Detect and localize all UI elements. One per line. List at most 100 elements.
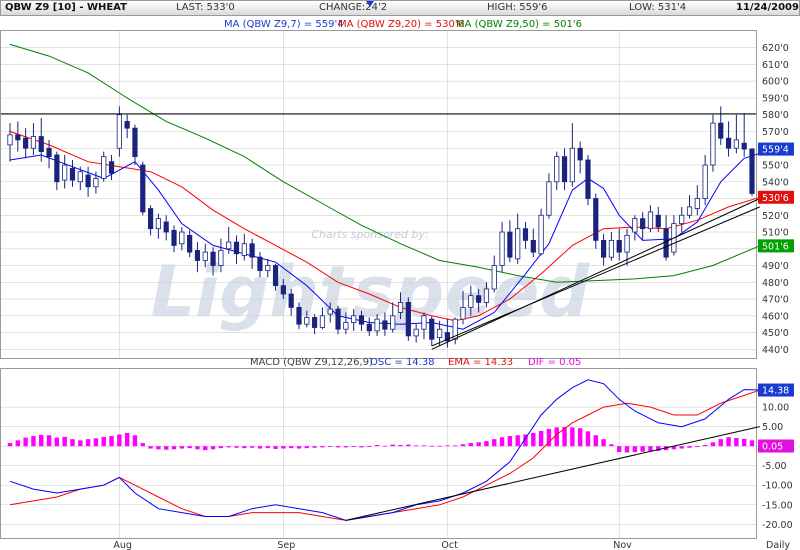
candle-up — [327, 308, 333, 315]
macd-axis: 10.005.000.00-5.00-10.00-15.00-20.0014.3… — [758, 383, 794, 531]
macd-histogram — [7, 427, 763, 453]
last-price: LAST: 533'0 — [176, 2, 235, 13]
macd-ema-legend: EMA = 14.33 — [448, 357, 513, 368]
price-grid — [1, 31, 756, 358]
histogram-bar — [367, 446, 372, 447]
histogram-bar — [257, 446, 263, 449]
histogram-bar — [531, 432, 536, 447]
candle-up — [413, 328, 419, 337]
macd-value-label: 14.38 — [762, 386, 789, 397]
candle-up — [460, 307, 466, 320]
histogram-bar — [54, 437, 60, 447]
candle-down — [601, 239, 607, 258]
price-value-label: 559'4 — [762, 145, 789, 156]
macd-tick-label: 5.00 — [762, 422, 783, 433]
candle-down — [249, 243, 255, 258]
price-tick-label: 450'0 — [762, 328, 789, 339]
candle-down — [593, 198, 599, 241]
macd-legend: MACD (QBW Z9,12,26,9) OSC = 14.38 EMA = … — [250, 357, 581, 368]
candle-up — [710, 122, 716, 166]
histogram-bar — [429, 445, 434, 447]
candle-down — [616, 239, 622, 253]
candle-down — [257, 256, 263, 271]
histogram-bar — [445, 445, 450, 447]
price-tick-label: 600'0 — [762, 77, 789, 88]
candle-down — [522, 228, 529, 241]
month-label: Sep — [277, 540, 295, 550]
histogram-bar — [476, 442, 481, 447]
histogram-bar — [203, 446, 208, 451]
candle-up — [390, 315, 396, 330]
candle-down — [335, 308, 341, 330]
candle-down — [358, 315, 365, 325]
histogram-bar — [632, 446, 638, 453]
histogram-bar — [656, 446, 661, 451]
candle-down — [171, 229, 177, 246]
candle-up — [608, 239, 615, 258]
candle-up — [554, 156, 560, 183]
candle-down — [163, 221, 169, 233]
candle-up — [241, 243, 247, 256]
candle-down — [147, 208, 154, 230]
candle-up — [491, 265, 497, 290]
candle-down — [725, 137, 732, 149]
month-label: Daily — [766, 540, 790, 550]
candle-up — [546, 181, 552, 216]
candle-up — [702, 164, 708, 199]
histogram-bar — [156, 446, 161, 450]
quote-header: QBW Z9 [10] - WHEAT LAST: 533'0 CHANGE: 2… — [0, 0, 800, 16]
candle-down — [288, 293, 294, 308]
candle-up — [624, 234, 630, 253]
histogram-bar — [15, 440, 21, 447]
candle-up — [304, 317, 310, 325]
histogram-bar — [328, 446, 333, 447]
candle-up — [179, 231, 185, 245]
candle-down — [507, 231, 513, 258]
histogram-bar — [335, 446, 341, 448]
price-value-label: 501'6 — [762, 241, 789, 252]
candle-down — [655, 214, 661, 228]
histogram-bar — [374, 445, 380, 447]
candle-down — [429, 318, 435, 340]
histogram-bar — [515, 435, 520, 447]
histogram-bar — [140, 443, 145, 447]
histogram-bar — [78, 440, 83, 447]
histogram-bar — [39, 434, 44, 447]
month-label: Nov — [613, 540, 632, 550]
histogram-bar — [562, 427, 567, 447]
ma7-legend: MA (QBW Z9,7) = 559'4 — [224, 19, 344, 30]
candle-down — [741, 142, 747, 150]
ma20-legend: MA (QBW Z9,20) = 530'6 — [338, 19, 464, 30]
candle-down — [187, 234, 193, 253]
candle-up — [686, 206, 693, 216]
price-chart: Charts sponsored by: Lightspeed MA (QBW … — [0, 19, 794, 550]
macd-tick-label: -10.00 — [762, 481, 793, 492]
candle-up — [374, 318, 380, 332]
histogram-bar — [218, 446, 224, 449]
candle-down — [476, 295, 482, 303]
histogram-bar — [249, 446, 255, 448]
candle-up — [351, 315, 357, 323]
price-tick-label: 520'0 — [762, 211, 789, 222]
candle-up — [515, 228, 521, 260]
histogram-bar — [351, 446, 356, 447]
histogram-bar — [687, 446, 692, 448]
histogram-bar — [179, 446, 185, 449]
price-tick-label: 590'0 — [762, 93, 789, 104]
macd-panel — [0, 368, 757, 539]
candle-down — [140, 164, 146, 213]
candle-up — [7, 134, 13, 146]
change-value: 24'2 — [365, 2, 388, 13]
candle-down — [46, 147, 52, 158]
candle-down — [15, 134, 21, 141]
histogram-bar — [195, 446, 200, 450]
histogram-bar — [210, 446, 216, 450]
candle-down — [233, 241, 240, 255]
candle-down — [85, 174, 91, 188]
price-tick-label: 460'0 — [762, 311, 789, 322]
histogram-bar — [499, 437, 505, 447]
candle-up — [319, 315, 326, 328]
histogram-bar — [679, 446, 684, 449]
histogram-bar — [460, 444, 466, 447]
histogram-bar — [31, 436, 36, 447]
